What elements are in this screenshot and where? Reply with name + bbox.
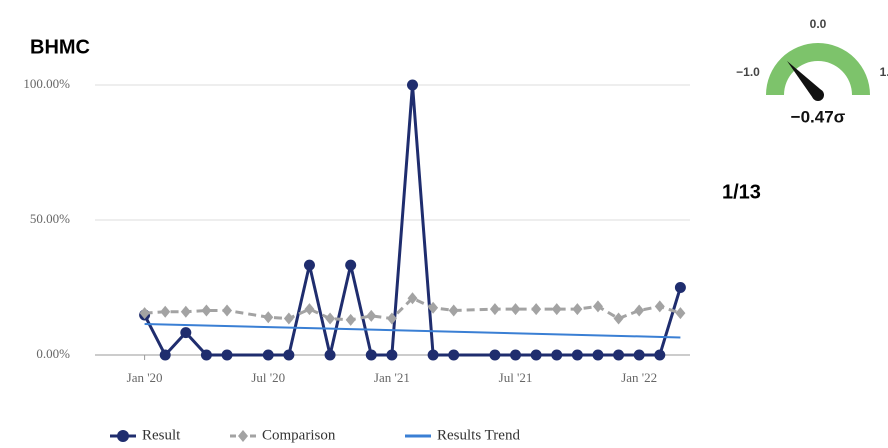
- point: [633, 349, 645, 361]
- point: [654, 349, 666, 361]
- point: [221, 349, 233, 361]
- legend-label: Comparison: [262, 427, 336, 443]
- point: [345, 259, 357, 271]
- gauge-tick-label: 0.0: [810, 17, 827, 31]
- x-tick-label: Jan '20: [127, 370, 163, 385]
- series-line: [144, 322, 681, 339]
- x-tick-label: Jan '22: [621, 370, 657, 385]
- point: [365, 349, 377, 361]
- point: [489, 303, 500, 316]
- point: [304, 303, 315, 316]
- point: [222, 304, 233, 317]
- point: [283, 349, 295, 361]
- legend-label: Result: [142, 427, 181, 443]
- annotation: 1/13: [722, 181, 761, 203]
- point: [531, 303, 542, 316]
- point: [510, 303, 521, 316]
- point: [674, 282, 686, 293]
- chart-title: BHMC: [30, 36, 90, 58]
- point: [303, 259, 315, 271]
- y-tick-label: 50.00%: [30, 211, 70, 226]
- gauge-arc: [766, 43, 870, 95]
- point: [592, 349, 604, 361]
- point: [613, 312, 624, 325]
- point: [283, 312, 294, 325]
- point: [613, 349, 625, 361]
- point: [345, 313, 356, 326]
- x-tick-label: Jul '20: [251, 370, 285, 385]
- point: [551, 303, 562, 316]
- point: [139, 307, 150, 320]
- point: [160, 305, 171, 318]
- point: [489, 349, 501, 361]
- point: [407, 292, 418, 305]
- point: [180, 305, 191, 318]
- gauge-tick-label: −1.0: [736, 65, 760, 79]
- y-tick-label: 100.00%: [23, 76, 70, 91]
- gauge-needle: [787, 60, 823, 100]
- point: [448, 304, 459, 317]
- point: [386, 349, 398, 361]
- gauge-tick-label: 1.0: [880, 65, 888, 79]
- point: [551, 349, 563, 361]
- point: [262, 349, 274, 361]
- point: [159, 349, 171, 361]
- point: [325, 312, 336, 325]
- legend-label: Results Trend: [437, 427, 520, 443]
- point: [407, 79, 418, 91]
- point: [180, 327, 192, 339]
- point: [510, 349, 522, 361]
- point: [634, 304, 645, 317]
- point: [200, 349, 212, 361]
- legend-marker: [117, 430, 129, 442]
- gauge-value-label: −0.47σ: [791, 107, 846, 126]
- point: [571, 349, 583, 361]
- point: [654, 300, 665, 313]
- point: [448, 349, 460, 361]
- point: [428, 301, 439, 314]
- point: [324, 349, 336, 361]
- point: [263, 311, 274, 324]
- point: [530, 349, 542, 361]
- point: [675, 307, 686, 320]
- x-tick-label: Jul '21: [499, 370, 533, 385]
- point: [366, 309, 377, 322]
- y-tick-label: 0.00%: [36, 346, 70, 361]
- legend-marker: [238, 430, 248, 442]
- x-tick-label: Jan '21: [374, 370, 410, 385]
- point: [201, 304, 212, 317]
- point: [592, 300, 603, 313]
- point: [386, 312, 397, 325]
- point: [427, 349, 439, 361]
- gauge-hub: [812, 89, 824, 101]
- point: [572, 303, 583, 316]
